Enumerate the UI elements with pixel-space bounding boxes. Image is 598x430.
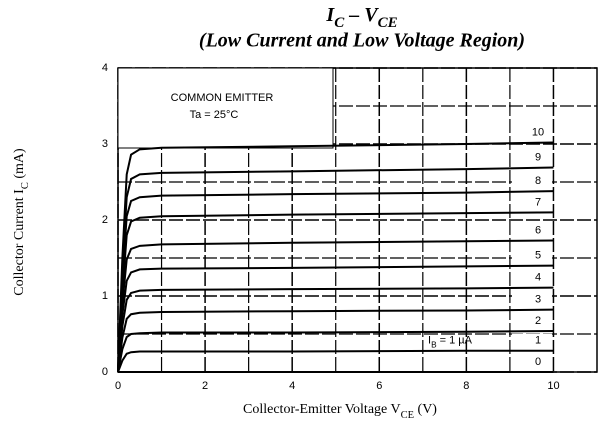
x-axis-label: Collector-Emitter Voltage VCE (V) bbox=[243, 402, 437, 421]
curve-label-bg bbox=[512, 223, 552, 238]
text-part: Collector-Emitter Voltage V bbox=[243, 402, 401, 417]
y-tick-label: 0 bbox=[102, 366, 108, 378]
legend-label: 4 bbox=[535, 272, 541, 284]
curve-label-bg bbox=[512, 333, 552, 348]
x-tick-label: 2 bbox=[202, 380, 208, 392]
curve-label-bg bbox=[512, 174, 552, 189]
subscript: C bbox=[20, 182, 31, 189]
text-part: I bbox=[428, 335, 431, 347]
curve-label-bg bbox=[512, 270, 552, 285]
legend-label: 0 bbox=[535, 356, 541, 368]
text-part: – V bbox=[344, 4, 379, 26]
x-tick-label: 10 bbox=[547, 380, 559, 392]
annotation: Ta = 25°C bbox=[190, 109, 239, 121]
legend-label: 10 bbox=[532, 126, 544, 138]
text-part: = 1 µA bbox=[437, 335, 473, 347]
curve bbox=[117, 141, 554, 373]
curve-label-bg bbox=[512, 248, 552, 263]
curve-label-bg bbox=[512, 355, 552, 369]
curve-label-bg bbox=[512, 313, 552, 328]
annotation-box bbox=[117, 67, 334, 149]
legend-label: 1 bbox=[535, 335, 541, 347]
curve bbox=[117, 329, 554, 373]
curve bbox=[117, 264, 554, 373]
curve bbox=[117, 349, 554, 373]
legend-label: 6 bbox=[535, 224, 541, 236]
chart-title: IC – VCE bbox=[325, 4, 397, 32]
text-part: (mA) bbox=[12, 148, 27, 182]
curve bbox=[117, 286, 554, 373]
legend-label: 9 bbox=[535, 151, 541, 163]
subscript: B bbox=[431, 340, 437, 349]
legend-label: 3 bbox=[535, 294, 541, 306]
x-tick-label: 4 bbox=[289, 380, 295, 392]
text-part: I bbox=[325, 4, 335, 26]
y-axis-label: Collector Current IC (mA) bbox=[12, 148, 31, 296]
x-tick-label: 6 bbox=[376, 380, 382, 392]
x-tick-label: 8 bbox=[463, 380, 469, 392]
legend-label: 5 bbox=[535, 250, 541, 262]
annotation: COMMON EMITTER bbox=[171, 92, 274, 104]
y-tick-label: 4 bbox=[102, 62, 108, 74]
curve-label: IB = 1 µA bbox=[428, 335, 473, 350]
curve bbox=[117, 308, 554, 373]
legend-label: 8 bbox=[535, 175, 541, 187]
curve bbox=[117, 239, 554, 373]
subscript: CE bbox=[401, 410, 414, 421]
curve-label-bg bbox=[512, 195, 552, 210]
curve-label-bg bbox=[512, 150, 552, 165]
y-tick-label: 2 bbox=[102, 214, 108, 226]
text-part: (V) bbox=[414, 402, 437, 417]
legend-label: 2 bbox=[535, 315, 541, 327]
subscript: C bbox=[334, 15, 345, 31]
curve-label-bg bbox=[512, 292, 552, 307]
y-tick-label: 1 bbox=[102, 290, 108, 302]
legend-label: 7 bbox=[535, 196, 541, 208]
x-tick-label: 0 bbox=[115, 380, 121, 392]
chart-subtitle: (Low Current and Low Voltage Region) bbox=[199, 30, 525, 52]
curve-label-bg bbox=[512, 125, 552, 140]
y-tick-label: 3 bbox=[102, 138, 108, 150]
text-part: Collector Current I bbox=[12, 189, 27, 296]
subscript: CE bbox=[378, 15, 398, 31]
